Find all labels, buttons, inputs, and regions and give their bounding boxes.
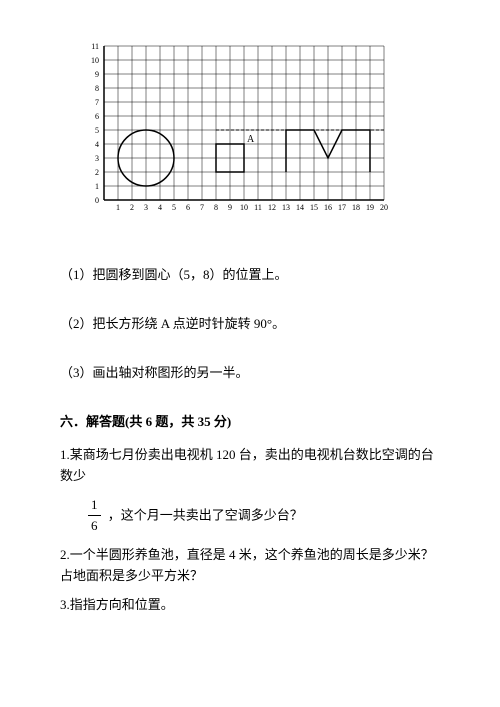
svg-text:5: 5 (95, 126, 99, 135)
svg-text:11: 11 (91, 42, 99, 51)
svg-text:3: 3 (144, 203, 148, 212)
svg-text:13: 13 (282, 203, 290, 212)
svg-text:15: 15 (310, 203, 318, 212)
svg-text:19: 19 (366, 203, 374, 212)
svg-text:17: 17 (338, 203, 346, 212)
svg-text:9: 9 (95, 70, 99, 79)
problem-1: 1.某商场七月份卖出电视机 120 台，卖出的电视机台数比空调的台数少 (60, 445, 440, 487)
problem-1-text-a: 1.某商场七月份卖出电视机 120 台，卖出的电视机台数比空调的台数少 (60, 447, 434, 483)
grid-diagram: 1234567891011121314151617181920012345678… (80, 40, 440, 224)
svg-text:3: 3 (95, 154, 99, 163)
svg-text:7: 7 (95, 98, 99, 107)
svg-text:9: 9 (228, 203, 232, 212)
svg-text:0: 0 (95, 196, 99, 205)
svg-text:5: 5 (172, 203, 176, 212)
diagram-svg: 1234567891011121314151617181920012345678… (80, 40, 390, 220)
fraction-denominator: 6 (88, 516, 101, 537)
svg-text:6: 6 (95, 112, 99, 121)
svg-text:4: 4 (95, 140, 99, 149)
svg-text:8: 8 (214, 203, 218, 212)
problem-1-line2: 1 6 ，这个月一共卖出了空调多少台？ (84, 495, 440, 538)
svg-text:6: 6 (186, 203, 190, 212)
svg-text:18: 18 (352, 203, 360, 212)
svg-text:2: 2 (95, 168, 99, 177)
sub-question-3: （3）画出轴对称图形的另一半。 (60, 362, 440, 381)
svg-text:10: 10 (91, 56, 99, 65)
svg-text:14: 14 (296, 203, 304, 212)
problem-3: 3.指指方向和位置。 (60, 595, 440, 616)
svg-text:16: 16 (324, 203, 332, 212)
svg-text:8: 8 (95, 84, 99, 93)
svg-text:2: 2 (130, 203, 134, 212)
svg-text:7: 7 (200, 203, 204, 212)
section-header: 六．解答题(共 6 题，共 35 分) (60, 411, 440, 430)
sub-question-2: （2）把长方形绕 A 点逆时针旋转 90°。 (60, 313, 440, 332)
svg-text:12: 12 (268, 203, 276, 212)
problem-1-text-b: ，这个月一共卖出了空调多少台？ (108, 507, 303, 522)
svg-text:1: 1 (95, 182, 99, 191)
svg-text:A: A (247, 134, 255, 145)
svg-text:20: 20 (380, 203, 388, 212)
svg-text:1: 1 (116, 203, 120, 212)
svg-text:11: 11 (254, 203, 262, 212)
sub-question-1: （1）把圆移到圆心（5，8）的位置上。 (60, 264, 440, 283)
fraction-1-6: 1 6 (88, 495, 101, 538)
svg-text:10: 10 (240, 203, 248, 212)
svg-text:4: 4 (158, 203, 162, 212)
problem-2: 2.一个半圆形养鱼池，直径是 4 米，这个养鱼池的周长是多少米？占地面积是多少平… (60, 545, 440, 587)
fraction-numerator: 1 (88, 495, 101, 517)
